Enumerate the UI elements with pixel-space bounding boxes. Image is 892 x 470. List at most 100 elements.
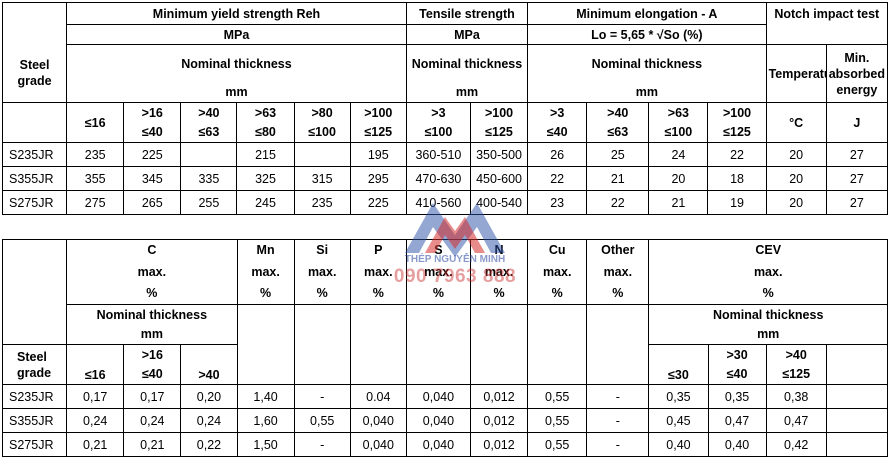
- value-cell: 195: [349, 142, 407, 167]
- blank-cell: [825, 432, 889, 457]
- range-bottom: ≤40: [707, 364, 767, 385]
- value-cell: 350-500: [469, 142, 529, 167]
- value-cell: 0,17: [66, 384, 125, 409]
- range-top: >100: [707, 102, 767, 123]
- pct-si: %: [293, 282, 351, 305]
- range-top: >100: [349, 102, 407, 123]
- value-cell: 21: [648, 190, 709, 215]
- value-cell: 345: [123, 166, 182, 191]
- range-bottom: ≤100: [648, 122, 709, 143]
- value-cell: 315: [293, 166, 351, 191]
- value-cell: 0,47: [707, 408, 767, 433]
- value-cell: 0,40: [648, 432, 709, 457]
- value-cell: 215: [236, 142, 295, 167]
- blank-cell: [1, 122, 68, 143]
- range-top: >40: [180, 102, 238, 123]
- header-min-elongation: Minimum elongation - A: [527, 2, 767, 25]
- range-top: >40: [586, 102, 650, 123]
- blank-cell: [1, 239, 68, 305]
- range-bottom: ≤100: [293, 122, 351, 143]
- blank-cell: [293, 304, 351, 385]
- max-cu: max.: [527, 260, 588, 283]
- range-top: >63: [648, 102, 709, 123]
- value-cell: -: [586, 432, 650, 457]
- pct-cev: %: [648, 282, 888, 305]
- value-cell: 27: [825, 166, 889, 191]
- mm-cev: mm: [648, 324, 888, 345]
- steel-grade-label-2: Steel grade: [1, 344, 68, 385]
- value-cell: -: [293, 432, 351, 457]
- value-cell: 360-510: [405, 142, 471, 167]
- element-si: Si: [293, 239, 351, 261]
- value-cell: 24: [648, 142, 709, 167]
- value-cell: 20: [765, 166, 827, 191]
- value-cell: 0,55: [293, 408, 351, 433]
- range-top: >100: [469, 102, 529, 123]
- value-cell: 275: [66, 190, 125, 215]
- range-cell: ≤16: [66, 344, 125, 385]
- value-cell: 355: [66, 166, 125, 191]
- value-cell: 0,35: [648, 384, 709, 409]
- value-cell: 235: [293, 190, 351, 215]
- mechanical-properties-table: Minimum yield strength Reh Tensile stren…: [1, 2, 889, 215]
- max-c: max.: [66, 260, 238, 283]
- table-row: S275JR 0,21 0,21 0,22 1,50-0,040 0,040 0,012 0,…: [1, 432, 889, 457]
- mm-yield: mm: [66, 82, 407, 103]
- range-bottom: ≤100: [405, 122, 471, 143]
- range-bottom: ≤125: [349, 122, 407, 143]
- table-row: S355JR 0,24 0,24 0,24 1,60 0,55 0,040 0,040 0,01…: [1, 408, 889, 433]
- value-cell: 335: [180, 166, 238, 191]
- range-top: >3: [527, 102, 588, 123]
- value-cell: 23: [527, 190, 588, 215]
- value-cell: 225: [123, 142, 182, 167]
- value-cell: 20: [648, 166, 709, 191]
- value-cell: 18: [707, 166, 767, 191]
- range-bottom: ≤125: [707, 122, 767, 143]
- element-other: Other: [586, 239, 650, 261]
- pct-other: %: [586, 282, 650, 305]
- value-cell: 325: [236, 166, 295, 191]
- value-cell: 1,50: [236, 432, 295, 457]
- value-cell: 295: [349, 166, 407, 191]
- value-cell: 470-630: [405, 166, 471, 191]
- value-cell: 450-600: [469, 166, 529, 191]
- value-cell: 19: [707, 190, 767, 215]
- value-cell: 0,45: [648, 408, 709, 433]
- value-cell: 0,24: [123, 408, 182, 433]
- value-cell: -: [586, 384, 650, 409]
- value-cell: 255: [180, 190, 238, 215]
- header-min-yield: Minimum yield strength Reh: [66, 2, 407, 25]
- steel-grade-cell: S235JR: [1, 384, 68, 409]
- chemical-composition-table: C Mn Si P S N Cu Other CEV max. max. max…: [1, 239, 889, 457]
- range-top: >80: [293, 102, 351, 123]
- value-cell: 0,42: [765, 432, 827, 457]
- value-cell: 0,012: [469, 384, 529, 409]
- value-cell: 20: [765, 190, 827, 215]
- value-cell: 245: [236, 190, 295, 215]
- range-bottom: ≤125: [469, 122, 529, 143]
- pct-mn: %: [236, 282, 295, 305]
- nominal-thickness-elong: Nominal thickness: [527, 44, 767, 83]
- mm-tensile: mm: [405, 82, 529, 103]
- value-cell: 0,040: [349, 408, 407, 433]
- range-bottom: ≤125: [765, 364, 827, 385]
- value-cell: 0,24: [180, 408, 238, 433]
- value-cell: 0,20: [180, 384, 238, 409]
- value-cell: 0,040: [405, 384, 472, 409]
- value-cell: 26: [527, 142, 588, 167]
- header-notch-impact: Notch impact test: [765, 2, 889, 45]
- value-cell: 25: [586, 142, 650, 167]
- range-bottom: ≤63: [180, 122, 238, 143]
- range-top: >16: [123, 344, 182, 365]
- range-bottom: ≤40: [123, 122, 182, 143]
- value-cell: 0,38: [765, 384, 827, 409]
- value-cell: 0,40: [707, 432, 767, 457]
- header-tensile: Tensile strength: [405, 2, 529, 25]
- value-cell: 0,012: [469, 432, 529, 457]
- value-cell: 0,012: [469, 408, 529, 433]
- max-si: max.: [293, 260, 351, 283]
- value-cell: 0,24: [66, 408, 125, 433]
- pct-cu: %: [527, 282, 588, 305]
- max-cev: max.: [648, 260, 888, 283]
- range-top: >63: [236, 102, 295, 123]
